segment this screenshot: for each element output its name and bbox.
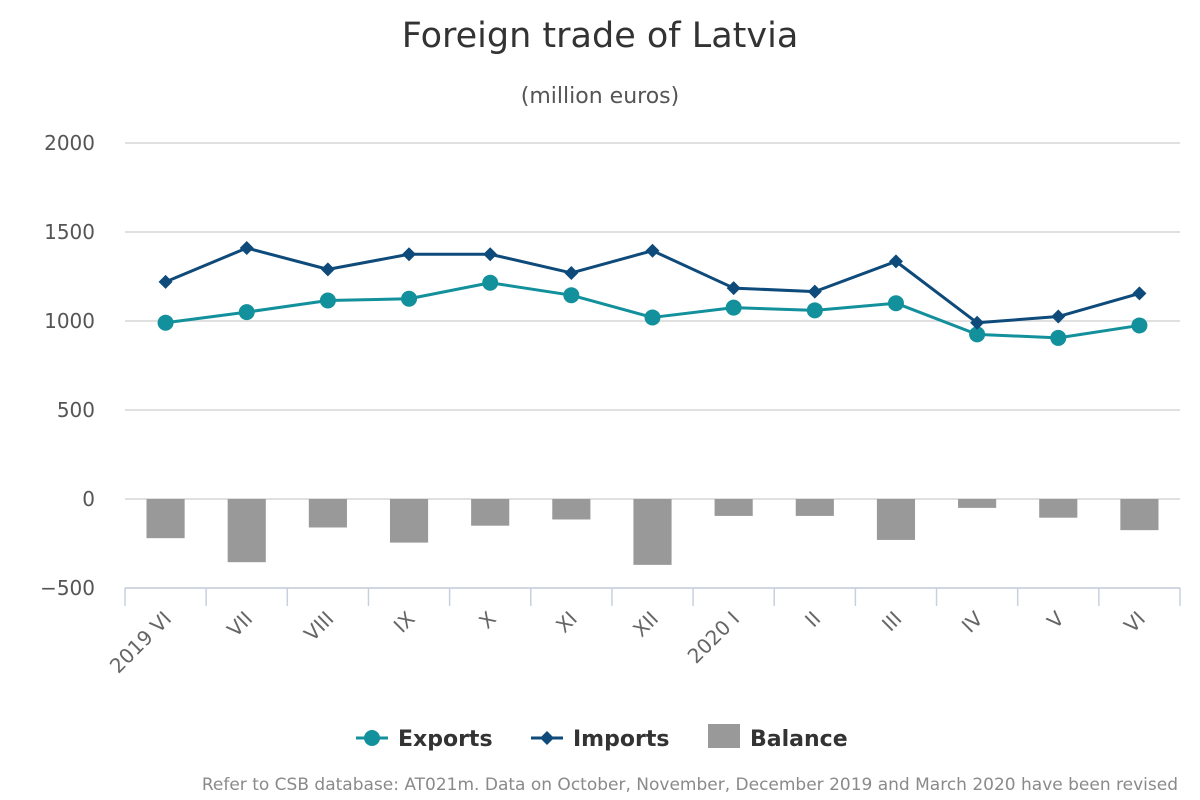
- imports-point: [564, 265, 579, 280]
- exports-point: [887, 295, 904, 312]
- x-tick-label: V: [1042, 606, 1069, 633]
- x-tick-label: XII: [628, 607, 663, 642]
- chart-title: Foreign trade of Latvia: [402, 16, 799, 56]
- balance-bar: [958, 499, 997, 508]
- imports-point: [1132, 286, 1147, 301]
- series-lines: [157, 241, 1148, 346]
- imports-point: [239, 241, 254, 256]
- balance-bar: [146, 499, 185, 539]
- imports-point: [320, 262, 335, 277]
- balance-bar: [876, 499, 916, 540]
- y-tick-label: 2000: [44, 131, 95, 155]
- chart-subtitle: (million euros): [521, 84, 679, 109]
- y-axis-ticks: 2000 1500 1000 500 0 −500: [40, 131, 95, 600]
- imports-point: [970, 315, 985, 330]
- exports-point: [157, 314, 174, 331]
- imports-point: [1051, 309, 1066, 324]
- exports-point: [319, 292, 336, 309]
- balance-bar: [308, 499, 347, 528]
- balance-bar: [471, 499, 510, 526]
- x-tick-label: II: [800, 607, 825, 632]
- y-tick-label: 1000: [44, 309, 95, 333]
- legend-exports-marker: [364, 730, 380, 746]
- imports-point: [158, 274, 173, 289]
- x-axis: 2019 VI VII VIII IX X XI XII 2020 I II III IV V VI: [105, 587, 1181, 678]
- exports-point: [969, 326, 986, 343]
- legend: Exports Imports Balance: [356, 724, 848, 752]
- balance-bar: [1039, 499, 1078, 518]
- imports-point: [402, 247, 417, 262]
- legend-exports-label: Exports: [398, 727, 493, 752]
- x-tick-label: 2020 I: [683, 607, 745, 669]
- x-tick-label: XI: [551, 607, 582, 638]
- x-tick-label: VIII: [299, 607, 338, 646]
- imports-point: [888, 254, 903, 269]
- x-tick-label: VI: [1119, 607, 1150, 638]
- imports-point: [807, 284, 822, 299]
- balance-bar: [1120, 499, 1159, 531]
- x-tick-label: VII: [222, 607, 257, 642]
- x-tick-label: III: [877, 607, 906, 636]
- x-tick-label: X: [474, 606, 501, 633]
- exports-point: [401, 290, 418, 307]
- balance-bar: [795, 499, 834, 516]
- imports-point: [645, 243, 660, 258]
- y-tick-label: 1500: [44, 220, 95, 244]
- legend-imports-label: Imports: [573, 727, 669, 752]
- exports-point: [563, 287, 580, 304]
- footnote: Refer to CSB database: AT021m. Data on O…: [202, 775, 1178, 795]
- imports-point: [483, 247, 498, 262]
- y-tick-label: 500: [57, 398, 95, 422]
- y-tick-label: 0: [82, 487, 95, 511]
- balance-bar: [389, 499, 429, 543]
- x-tick-label: IV: [957, 606, 988, 637]
- exports-point: [806, 302, 823, 319]
- exports-point: [644, 309, 661, 326]
- legend-balance-label: Balance: [750, 727, 848, 752]
- x-tick-label: 2019 VI: [105, 607, 176, 678]
- legend-balance-swatch: [708, 724, 740, 748]
- exports-point: [238, 304, 255, 321]
- x-tick-label: IX: [389, 606, 420, 637]
- balance-bar: [227, 499, 266, 563]
- balance-bar: [633, 499, 672, 565]
- exports-point: [1131, 317, 1148, 334]
- balance-bar: [714, 499, 753, 516]
- exports-point: [482, 274, 499, 291]
- y-tick-label: −500: [40, 576, 95, 600]
- exports-point: [1050, 329, 1067, 346]
- balance-bar: [552, 499, 591, 520]
- legend-imports-marker: [540, 731, 554, 745]
- exports-point: [725, 299, 742, 316]
- imports-point: [726, 281, 741, 296]
- balance-bars: [146, 499, 1159, 565]
